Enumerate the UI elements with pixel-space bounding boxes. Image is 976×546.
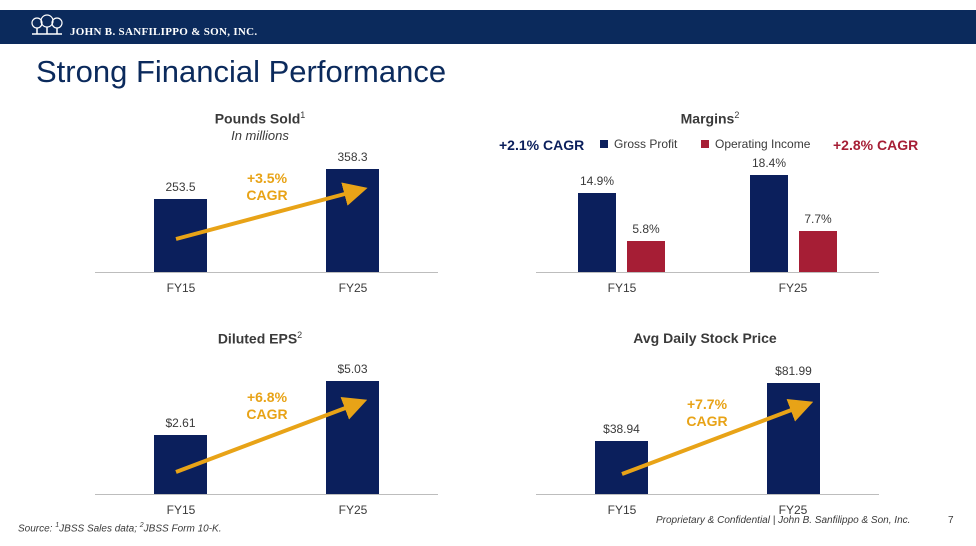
source-note: Source: 1JBSS Sales data; 2JBSS Form 10-… <box>18 522 222 535</box>
pounds-tick-fy25: FY25 <box>338 281 368 295</box>
header-bar <box>0 10 976 44</box>
operating-income-value-fy15: 5.8% <box>632 222 660 237</box>
eps-value-fy15: $2.61 <box>165 416 196 431</box>
stock-value-fy15: $38.94 <box>603 422 640 437</box>
page-title: Strong Financial Performance <box>36 54 447 89</box>
pounds-cagr: +3.5% CAGR <box>246 170 288 203</box>
pounds-chart-title: Pounds Sold1 <box>214 110 306 127</box>
legend-swatch-red <box>701 140 709 148</box>
eps-chart-title: Diluted EPS2 <box>217 330 303 347</box>
margins-tick-fy25: FY25 <box>778 281 808 295</box>
margins-baseline <box>536 272 879 273</box>
pounds-baseline <box>95 272 438 273</box>
eps-baseline <box>95 494 438 495</box>
operating-income-bar-fy25 <box>799 231 837 272</box>
gross-profit-value-fy25: 18.4% <box>751 156 787 170</box>
stock-cagr: +7.7% CAGR <box>686 396 728 429</box>
operating-income-cagr: +2.8% CAGR <box>833 137 919 153</box>
pounds-value-fy25: 358.3 <box>337 150 368 164</box>
eps-tick-fy25: FY25 <box>338 503 368 517</box>
eps-value-fy25: $5.03 <box>337 362 368 376</box>
legend-swatch-navy <box>600 140 608 148</box>
tree-logo-icon <box>31 14 63 35</box>
pounds-bar-fy15 <box>154 199 207 272</box>
stock-value-fy25: $81.99 <box>775 364 812 378</box>
company-name: JOHN B. SANFILIPPO & SON, INC. <box>70 26 258 38</box>
eps-bar-fy15 <box>154 435 207 494</box>
legend-operating-income: Operating Income <box>701 137 810 151</box>
pounds-chart-subtitle: In millions <box>231 128 289 143</box>
gross-profit-bar-fy25 <box>750 175 788 272</box>
operating-income-value-fy25: 7.7% <box>804 212 832 227</box>
stock-bar-fy15 <box>595 441 648 494</box>
pounds-tick-fy15: FY15 <box>166 281 196 295</box>
gross-profit-cagr: +2.1% CAGR <box>499 137 585 153</box>
pounds-bar-fy25 <box>326 169 379 272</box>
eps-cagr: +6.8% CAGR <box>246 389 288 422</box>
gross-profit-bar-fy15 <box>578 193 616 272</box>
stock-baseline <box>536 494 879 495</box>
legend-gross-profit: Gross Profit <box>600 137 677 151</box>
operating-income-bar-fy15 <box>627 241 665 272</box>
stock-bar-fy25 <box>767 383 820 494</box>
pounds-value-fy15: 253.5 <box>165 180 196 195</box>
eps-tick-fy15: FY15 <box>166 503 196 517</box>
page-number: 7 <box>948 515 954 526</box>
eps-bar-fy25 <box>326 381 379 494</box>
confidential-note: Proprietary & Confidential | John B. San… <box>656 515 911 526</box>
stock-tick-fy15: FY15 <box>607 503 637 517</box>
stock-tick-fy25: FY25 <box>778 503 808 517</box>
margins-tick-fy15: FY15 <box>607 281 637 295</box>
stock-chart-title: Avg Daily Stock Price <box>633 330 777 346</box>
margins-chart-title: Margins2 <box>680 110 740 127</box>
gross-profit-value-fy15: 14.9% <box>579 174 615 189</box>
